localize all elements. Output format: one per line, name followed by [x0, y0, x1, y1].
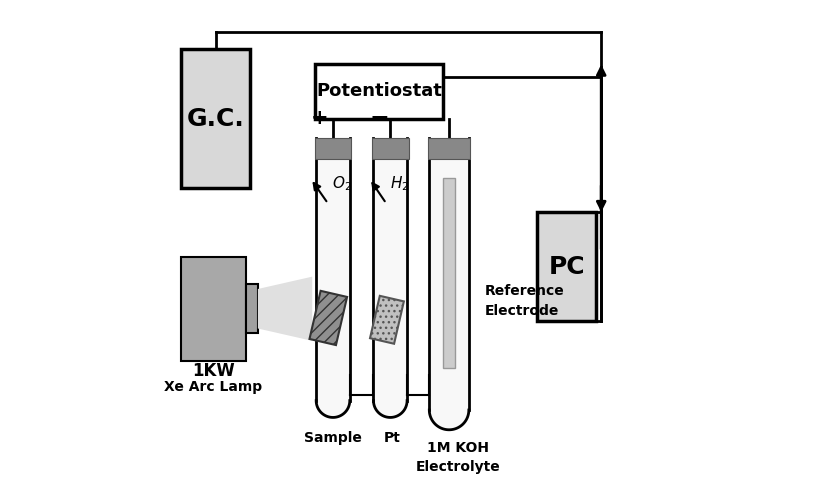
- Text: Potentiostat: Potentiostat: [316, 82, 442, 100]
- Polygon shape: [429, 410, 469, 430]
- Polygon shape: [374, 401, 407, 417]
- Text: 1KW: 1KW: [192, 362, 235, 379]
- Text: −: −: [370, 106, 390, 129]
- Text: PC: PC: [548, 255, 585, 279]
- Text: Sample: Sample: [304, 431, 362, 445]
- FancyBboxPatch shape: [309, 291, 347, 345]
- FancyBboxPatch shape: [443, 178, 455, 368]
- Text: Xe Arc Lamp: Xe Arc Lamp: [165, 380, 262, 394]
- Text: Pt: Pt: [384, 431, 401, 445]
- FancyBboxPatch shape: [181, 257, 246, 361]
- Text: 1M KOH: 1M KOH: [427, 441, 489, 454]
- Polygon shape: [430, 138, 468, 410]
- Polygon shape: [258, 277, 313, 341]
- Text: +: +: [310, 108, 328, 127]
- Polygon shape: [375, 138, 406, 401]
- Text: Reference: Reference: [485, 285, 565, 298]
- Polygon shape: [316, 401, 350, 417]
- Polygon shape: [318, 138, 349, 401]
- Text: Electrolyte: Electrolyte: [416, 460, 500, 474]
- FancyBboxPatch shape: [372, 138, 409, 159]
- Text: G.C.: G.C.: [187, 107, 245, 130]
- FancyBboxPatch shape: [181, 49, 251, 188]
- Text: $H_2$: $H_2$: [390, 174, 409, 193]
- FancyBboxPatch shape: [537, 212, 596, 321]
- FancyBboxPatch shape: [428, 138, 471, 159]
- Text: $O_2$: $O_2$: [332, 174, 351, 193]
- FancyBboxPatch shape: [246, 284, 258, 333]
- FancyBboxPatch shape: [315, 138, 351, 159]
- Text: Electrode: Electrode: [485, 304, 560, 318]
- FancyBboxPatch shape: [370, 296, 404, 344]
- FancyBboxPatch shape: [315, 64, 443, 119]
